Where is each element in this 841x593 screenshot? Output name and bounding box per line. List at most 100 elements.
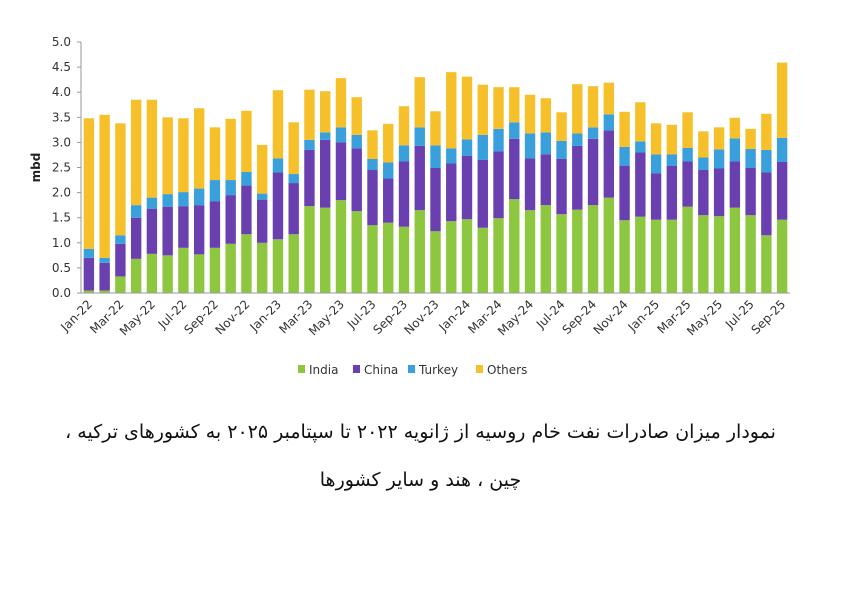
bar-segment-turkey bbox=[272, 158, 284, 173]
x-tick-label: Nov-24 bbox=[591, 297, 631, 337]
bar-segment-others bbox=[351, 97, 362, 135]
legend-label-india: India bbox=[309, 363, 338, 377]
bar-segment-others bbox=[288, 122, 299, 175]
bar-segment-others bbox=[761, 113, 772, 150]
bar-segment-china bbox=[477, 159, 488, 228]
bar-segment-turkey bbox=[414, 127, 425, 146]
bars-group bbox=[83, 62, 788, 293]
bar-segment-others bbox=[698, 131, 709, 158]
bar-segment-china bbox=[193, 205, 205, 255]
y-axis-label: mbd bbox=[29, 153, 43, 183]
bar-segment-india bbox=[745, 215, 756, 293]
bar-segment-india bbox=[146, 253, 158, 293]
bar-segment-china bbox=[556, 158, 567, 215]
bar-segment-india bbox=[414, 210, 425, 293]
bar-segment-turkey bbox=[666, 154, 678, 166]
bar-segment-india bbox=[398, 226, 410, 293]
bar-segment-china bbox=[745, 168, 756, 216]
bar-segment-others bbox=[83, 118, 95, 249]
bar-segment-turkey bbox=[83, 248, 95, 258]
bar-segment-turkey bbox=[729, 138, 741, 162]
bar-segment-others bbox=[241, 110, 252, 173]
bar-segment-turkey bbox=[241, 172, 252, 186]
bar-segment-turkey bbox=[619, 146, 630, 166]
bar-segment-china bbox=[493, 151, 504, 219]
bar-segment-india bbox=[509, 199, 520, 293]
bar-segment-india bbox=[587, 205, 599, 293]
bar-segment-india bbox=[619, 220, 630, 293]
bar-segment-india bbox=[241, 234, 252, 293]
legend-swatch-china bbox=[353, 365, 360, 373]
bar-segment-china bbox=[729, 161, 741, 208]
bar-segment-turkey bbox=[682, 147, 693, 162]
y-tick-label: 0.5 bbox=[52, 261, 71, 275]
bar-segment-india bbox=[493, 218, 504, 293]
bar-segment-others bbox=[729, 117, 741, 139]
bar-segment-india bbox=[351, 211, 362, 293]
bar-segment-india bbox=[761, 235, 772, 293]
bar-segment-china bbox=[635, 152, 646, 217]
bar-segment-china bbox=[603, 130, 615, 198]
bar-segment-india bbox=[477, 227, 488, 293]
bar-segment-china bbox=[446, 163, 457, 222]
y-tick-label: 1.5 bbox=[52, 211, 71, 225]
bar-segment-others bbox=[446, 72, 457, 149]
bar-segment-china bbox=[241, 185, 252, 235]
bar-segment-india bbox=[682, 206, 693, 293]
bar-segment-turkey bbox=[351, 134, 362, 149]
bar-segment-turkey bbox=[193, 188, 205, 206]
bar-segment-india bbox=[713, 216, 725, 293]
legend-swatch-others bbox=[476, 365, 483, 373]
stacked-bar-chart: 0.0 0.5 1.0 1.5 2.0 2.5 3.0 3.5 4.0 4.5 5.0 Jan-22… bbox=[29, 35, 790, 377]
bar-segment-china bbox=[335, 142, 347, 201]
bar-segment-others bbox=[209, 127, 221, 181]
bar-segment-china bbox=[83, 257, 95, 291]
bar-segment-others bbox=[256, 144, 268, 194]
bar-segment-china bbox=[430, 168, 441, 232]
bar-segment-turkey bbox=[430, 145, 441, 168]
bar-segment-turkey bbox=[398, 145, 410, 162]
bar-segment-others bbox=[193, 108, 205, 189]
bar-segment-turkey bbox=[698, 157, 709, 171]
bar-segment-china bbox=[288, 183, 299, 235]
x-tick-label: Sep-25 bbox=[748, 297, 788, 337]
y-tick-label: 4.5 bbox=[52, 60, 71, 74]
bar-segment-turkey bbox=[509, 122, 520, 139]
y-tick-label: 2.0 bbox=[52, 186, 71, 200]
bar-segment-india bbox=[178, 247, 189, 293]
bar-segment-china bbox=[524, 158, 536, 211]
bar-segment-others bbox=[335, 78, 347, 128]
bar-segment-others bbox=[603, 82, 615, 115]
bar-segment-turkey bbox=[524, 133, 536, 159]
x-axis-ticks: Jan-22Mar-22May-22Jul-22Sep-22Nov-22Jan-… bbox=[57, 297, 788, 338]
bar-segment-others bbox=[320, 91, 331, 133]
x-tick-label: May-25 bbox=[684, 297, 725, 338]
legend-label-turkey: Turkey bbox=[418, 363, 458, 377]
bar-segment-others bbox=[304, 89, 315, 140]
bar-segment-india bbox=[335, 200, 347, 293]
bar-segment-china bbox=[509, 138, 520, 200]
bar-segment-turkey bbox=[256, 193, 268, 200]
bar-segment-others bbox=[178, 118, 189, 193]
bar-segment-china bbox=[115, 243, 126, 277]
bar-segment-turkey bbox=[477, 134, 488, 160]
bar-segment-others bbox=[650, 123, 662, 155]
y-tick-label: 1.0 bbox=[52, 236, 71, 250]
bar-segment-others bbox=[587, 86, 599, 128]
bar-segment-turkey bbox=[776, 137, 788, 162]
bar-segment-others bbox=[461, 76, 473, 140]
bar-segment-india bbox=[209, 247, 221, 293]
bar-segment-others bbox=[146, 99, 158, 198]
bar-segment-china bbox=[414, 145, 425, 211]
bar-segment-turkey bbox=[304, 139, 315, 150]
bar-segment-china bbox=[130, 217, 142, 259]
bar-segment-others bbox=[635, 102, 646, 142]
bar-segment-india bbox=[99, 290, 110, 293]
bar-segment-china bbox=[178, 206, 189, 248]
bar-segment-india bbox=[556, 214, 567, 293]
caption-line-1: نمودار میزان صادرات نفت خام روسیه از ژان… bbox=[65, 421, 776, 443]
bar-segment-others bbox=[540, 98, 551, 133]
bar-segment-india bbox=[367, 225, 378, 293]
bar-segment-india bbox=[83, 290, 95, 293]
bar-segment-others bbox=[666, 124, 678, 155]
